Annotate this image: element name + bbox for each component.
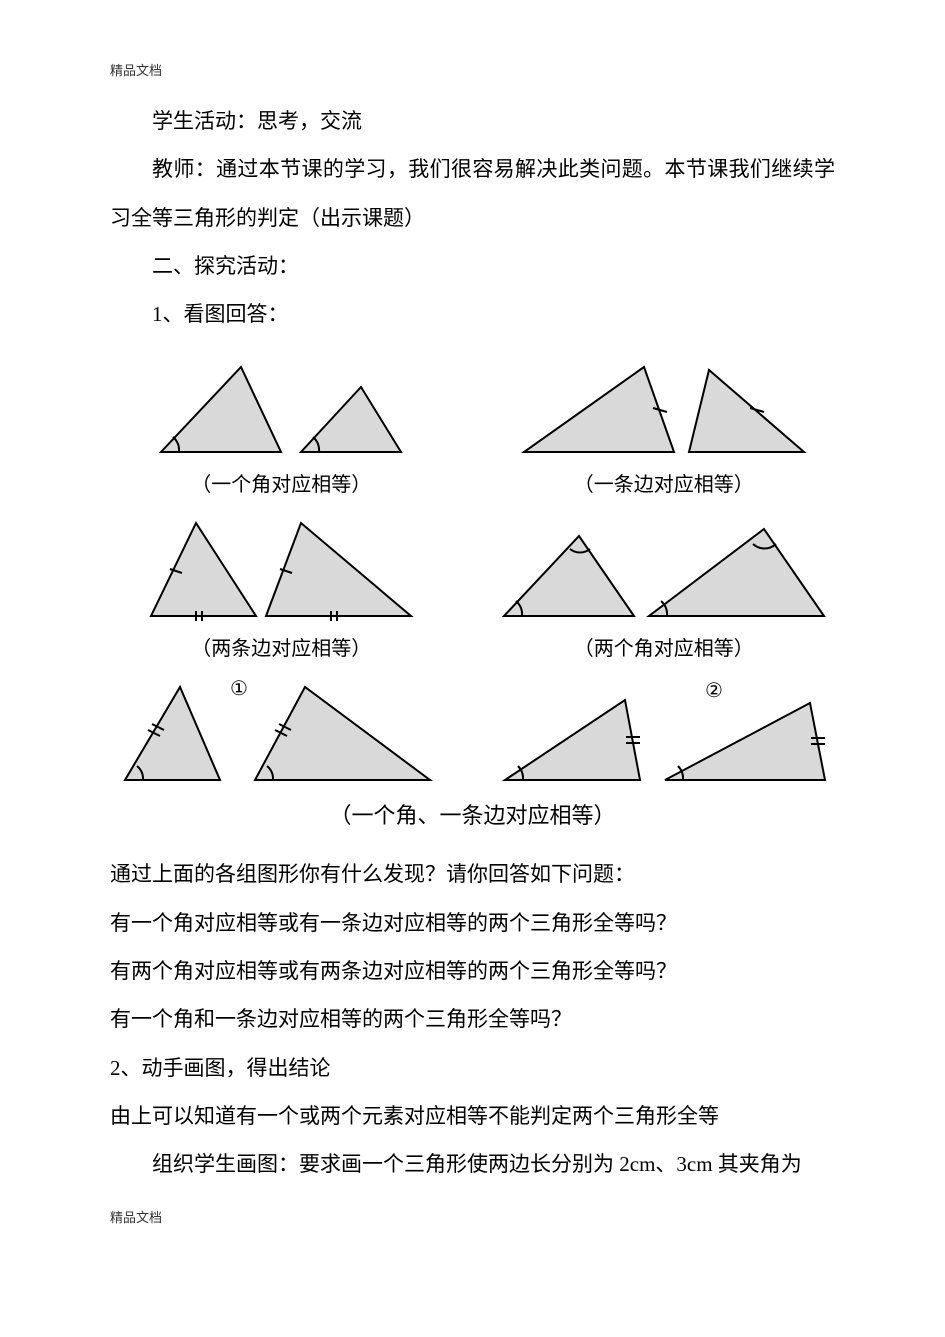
figure-caption: （一条边对应相等） [574, 468, 754, 497]
triangle-pair-angle-side-2: ② [495, 675, 835, 790]
figure-pair-wrapper: ① ② [110, 675, 835, 790]
paragraph: 1、看图回答： [110, 290, 835, 338]
figure-row: （一个角对应相等） （一条边对应相等） [110, 352, 835, 497]
paragraph: 由上可以知道有一个或两个元素对应相等不能判定两个三角形全等 [110, 1092, 835, 1140]
figure-caption: （两个角对应相等） [574, 632, 754, 661]
figure-cell-angle: （一个角对应相等） [110, 352, 453, 497]
circled-label-2: ② [705, 680, 723, 702]
triangle-pair-two-sides [141, 511, 421, 626]
figure-caption: （两条边对应相等） [191, 632, 371, 661]
paragraph: 组织学生画图：要求画一个三角形使两边长分别为 2cm、3cm 其夹角为 [110, 1140, 835, 1188]
figure-cell-two-angles: （两个角对应相等） [493, 511, 836, 661]
figure-cell-two-sides: （两条边对应相等） [110, 511, 453, 661]
paragraph: 二、探究活动： [110, 242, 835, 290]
paragraph: 有一个角对应相等或有一条边对应相等的两个三角形全等吗？ [110, 899, 835, 947]
footer-label: 精品文档 [110, 1207, 835, 1226]
triangle-pair-angle-side-1: ① [110, 675, 440, 790]
paragraph: 有一个角和一条边对应相等的两个三角形全等吗？ [110, 995, 835, 1043]
figure-cell-side: （一条边对应相等） [493, 352, 836, 497]
triangle-pair-two-angles [494, 511, 834, 626]
paragraph: 有两个角对应相等或有两条边对应相等的两个三角形全等吗？ [110, 947, 835, 995]
header-label: 精品文档 [110, 60, 835, 79]
page-container: 精品文档 学生活动：思考，交流 教师：通过本节课的学习，我们很容易解决此类问题。… [0, 60, 945, 1226]
figure-caption: （一个角、一条边对应相等） [329, 798, 615, 830]
figure-row: （两条边对应相等） （两个角对应相等） [110, 511, 835, 661]
paragraph: 教师：通过本节课的学习，我们很容易解决此类问题。本节课我们继续学习全等三角形的判… [110, 145, 835, 242]
triangle-pair-angle [151, 352, 411, 462]
triangle-pair-side [514, 352, 814, 462]
figure-row-full: ① ② [110, 675, 835, 830]
paragraph: 2、动手画图，得出结论 [110, 1044, 835, 1092]
circled-label-1: ① [230, 678, 248, 700]
figure-grid: （一个角对应相等） （一条边对应相等） [110, 352, 835, 830]
paragraph: 通过上面的各组图形你有什么发现？请你回答如下问题： [110, 850, 835, 898]
figure-caption: （一个角对应相等） [191, 468, 371, 497]
paragraph: 学生活动：思考，交流 [110, 97, 835, 145]
